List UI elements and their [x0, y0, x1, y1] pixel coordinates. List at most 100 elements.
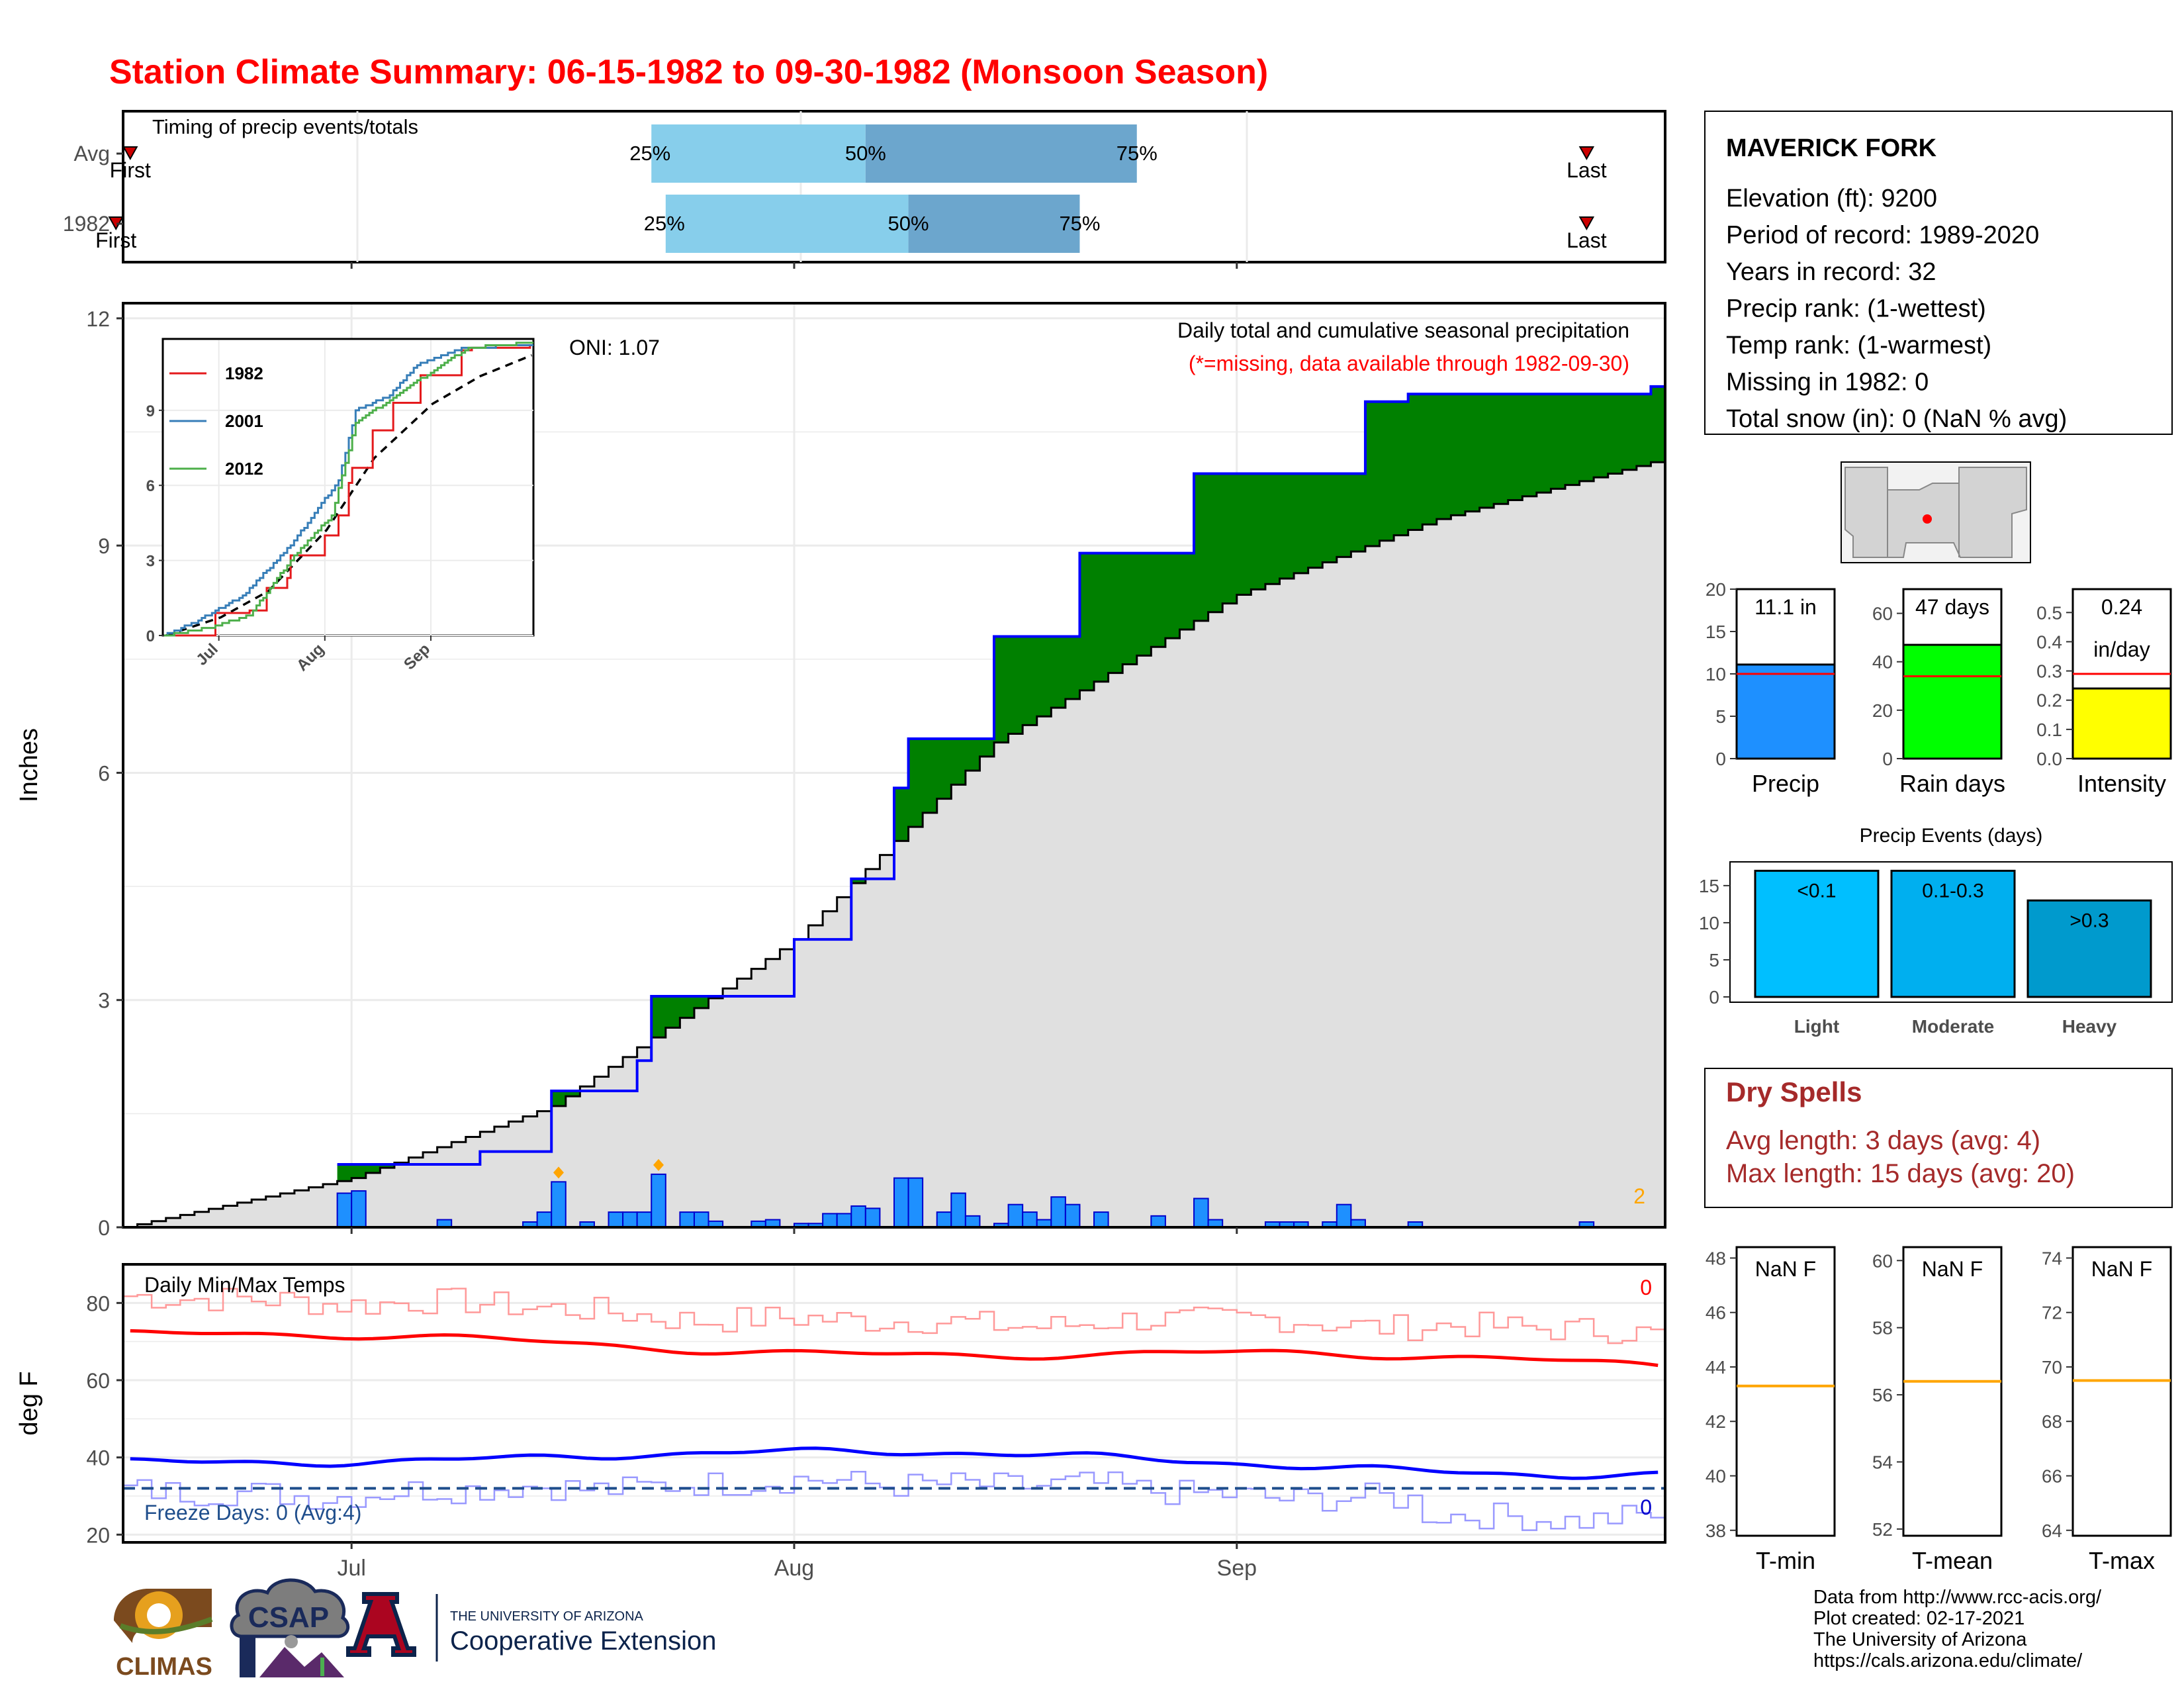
timing-p50-label: 50%: [888, 212, 929, 235]
station-info-line: Temp rank: (1-warmest): [1726, 332, 1991, 359]
above-avg-segment: [680, 996, 695, 1018]
precip-event-bar: [1890, 869, 2016, 998]
timing-bar-25-50: [651, 124, 866, 183]
daily-precip-bar: [936, 1211, 952, 1228]
summary-bar-ytick-label: 0.2: [2036, 690, 2062, 711]
above-avg-segment: [1108, 553, 1123, 673]
temp-box-value: NaN F: [1922, 1257, 1983, 1281]
above-avg-segment: [1408, 394, 1423, 530]
above-avg-segment: [1265, 473, 1280, 585]
inset-series-line: [164, 344, 533, 637]
above-avg-segment: [994, 636, 1009, 743]
events-ytick-label: 10: [1699, 913, 1719, 933]
temp-ytick-label: 80: [86, 1291, 110, 1315]
above-avg-segment: [1222, 473, 1238, 604]
above-avg-segment: [1579, 394, 1594, 481]
timing-p50-label: 50%: [845, 142, 886, 165]
corner-count: 2: [1633, 1184, 1645, 1208]
last-marker-label: Last: [1567, 158, 1607, 182]
station-info-line: Missing in 1982: 0: [1726, 369, 1929, 397]
summary-bar-ytick-label: 0.0: [2036, 749, 2062, 769]
inset-ytick-label: 9: [146, 402, 155, 420]
last-marker: [1578, 216, 1595, 231]
above-avg-segment: [1479, 394, 1494, 508]
above-avg-segment: [1551, 394, 1566, 489]
above-avg-segment: [1279, 473, 1295, 579]
daily-precip-bar: [1022, 1211, 1038, 1228]
climas-logo-text: CLIMAS: [116, 1653, 212, 1681]
timing-panel: 25% 50% 75% First Last 25% 50% 75% First Last Tim…: [63, 110, 1666, 269]
precip-note-2: (*=missing, data available through 1982-…: [1189, 352, 1629, 375]
summary-bar-ytick-label: 0.5: [2036, 602, 2062, 623]
inset-ytick-label: 3: [146, 553, 155, 571]
summary-bar-value: [1902, 643, 2003, 760]
above-avg-segment: [1508, 394, 1523, 500]
events-title: Precip Events (days): [1860, 825, 2043, 847]
precip-ytick-label: 3: [98, 989, 110, 1013]
average-max-temp-line: [130, 1329, 1659, 1368]
precip-event-range: 0.1-0.3: [1922, 880, 1983, 902]
summary-bar-ytick-label: 60: [1872, 604, 1893, 624]
dry-spells-box: Dry Spells Avg length: 3 days (avg: 4) M…: [1704, 1068, 2173, 1208]
daily-precip-bar: [1336, 1203, 1352, 1228]
dry-spells-title: Dry Spells: [1726, 1076, 1862, 1107]
above-avg-segment: [1294, 473, 1309, 573]
above-avg-segment: [1436, 394, 1451, 520]
above-avg-segment: [1165, 553, 1180, 639]
above-avg-segment: [1151, 553, 1166, 647]
station-info-line: Period of record: 1989-2020: [1726, 222, 2039, 250]
temp-box-value: NaN F: [2091, 1257, 2152, 1281]
summary-bar-ytick-label: 0.4: [2036, 632, 2062, 652]
above-avg-segment: [965, 738, 980, 771]
first-marker-label: First: [110, 158, 151, 182]
daily-min-temp-line: [123, 1470, 1665, 1531]
above-avg-segment: [908, 738, 923, 827]
temp-boxes: NaN F 38 40 42 44 46 48 T-min NaN F 52 54 56 58 60 T-m…: [1706, 1246, 2172, 1574]
above-avg-segment: [1608, 394, 1623, 474]
station-info-line: Total snow (in): 0 (NaN % avg): [1726, 405, 2067, 433]
csap-logo-text: CSAP: [248, 1601, 329, 1634]
precip-ytick-label: 6: [98, 761, 110, 785]
daily-precip-bar: [864, 1207, 881, 1228]
temp-box-ytick-label: 74: [2042, 1248, 2062, 1268]
summary-bar-ytick-label: 0.1: [2036, 720, 2062, 740]
precip-note-1: Daily total and cumulative seasonal prec…: [1177, 318, 1629, 342]
events-ytick-label: 0: [1709, 987, 1719, 1008]
summary-bar-ytick-label: 5: [1715, 706, 1726, 727]
temp-box-ytick-label: 72: [2042, 1303, 2062, 1323]
temp-box-ytick-label: 48: [1706, 1248, 1726, 1268]
station-info-line: Years in record: 32: [1726, 258, 1936, 286]
temp-box-ytick-label: 52: [1872, 1519, 1893, 1540]
temp-box-value: NaN F: [1755, 1257, 1816, 1281]
summary-bar-ytick-label: 0.3: [2036, 661, 2062, 682]
oni-label: ONI: 1.07: [569, 336, 660, 359]
above-avg-segment: [1636, 394, 1651, 467]
inset-ytick-label: 6: [146, 477, 155, 495]
page-title: Station Climate Summary: 06-15-1982 to 0…: [109, 53, 1268, 91]
above-avg-segment: [1208, 473, 1223, 612]
above-avg-segment: [551, 1091, 567, 1106]
summary-bar-value-text: 47 days: [1915, 595, 1989, 619]
csap-logo: CSAP: [230, 1578, 350, 1677]
above-avg-segment: [851, 878, 866, 884]
summary-bar-ytick-label: 10: [1706, 664, 1726, 684]
station-info-box: MAVERICK FORK Elevation (ft): 9200 Period…: [1704, 111, 2173, 435]
above-avg-segment: [1351, 473, 1366, 552]
above-avg-segment: [694, 996, 709, 1008]
above-avg-segment: [1565, 394, 1580, 485]
summary-bars: 11.1 in 0 5 10 15 20 Precip 47 days 0 20 40 60 Rain …: [1706, 579, 2172, 797]
max-count: 0: [1640, 1276, 1652, 1299]
precip-event-label: Heavy: [2062, 1016, 2117, 1037]
climas-logo: CLIMAS: [114, 1589, 213, 1681]
temp-box-ytick-label: 54: [1872, 1452, 1893, 1472]
temp-box-ytick-label: 68: [2042, 1411, 2062, 1432]
daily-precip-bar: [850, 1205, 866, 1229]
events-ytick-label: 5: [1709, 950, 1719, 970]
daily-precip-bar: [636, 1211, 653, 1228]
temp-box-ytick-label: 70: [2042, 1357, 2062, 1378]
daily-precip-bar: [964, 1215, 981, 1228]
daily-precip-bar: [693, 1211, 709, 1228]
above-avg-segment: [1322, 473, 1338, 563]
daily-precip-bar: [651, 1173, 666, 1228]
above-avg-segment: [1251, 473, 1266, 590]
